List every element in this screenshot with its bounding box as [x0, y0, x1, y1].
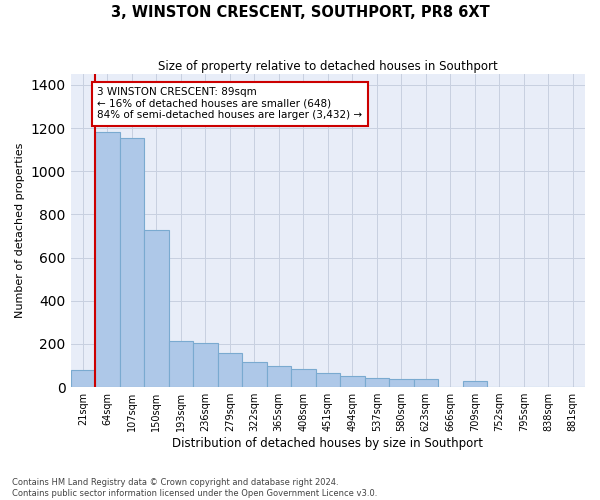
Bar [340, 376, 365, 387]
Text: 3, WINSTON CRESCENT, SOUTHPORT, PR8 6XT: 3, WINSTON CRESCENT, SOUTHPORT, PR8 6XT [110, 5, 490, 20]
Bar [95, 132, 119, 387]
Bar [266, 366, 291, 387]
Bar [389, 379, 413, 387]
Bar [193, 343, 218, 387]
Bar [144, 230, 169, 387]
Bar [463, 381, 487, 387]
Bar [218, 352, 242, 387]
Bar [71, 370, 95, 387]
Title: Size of property relative to detached houses in Southport: Size of property relative to detached ho… [158, 60, 497, 73]
Text: 3 WINSTON CRESCENT: 89sqm
← 16% of detached houses are smaller (648)
84% of semi: 3 WINSTON CRESCENT: 89sqm ← 16% of detac… [97, 87, 362, 120]
Y-axis label: Number of detached properties: Number of detached properties [15, 143, 25, 318]
Bar [365, 378, 389, 387]
Bar [413, 379, 438, 387]
Bar [242, 362, 266, 387]
Text: Contains HM Land Registry data © Crown copyright and database right 2024.
Contai: Contains HM Land Registry data © Crown c… [12, 478, 377, 498]
Bar [291, 368, 316, 387]
Bar [169, 340, 193, 387]
X-axis label: Distribution of detached houses by size in Southport: Distribution of detached houses by size … [172, 437, 483, 450]
Bar [316, 373, 340, 387]
Bar [119, 138, 144, 387]
